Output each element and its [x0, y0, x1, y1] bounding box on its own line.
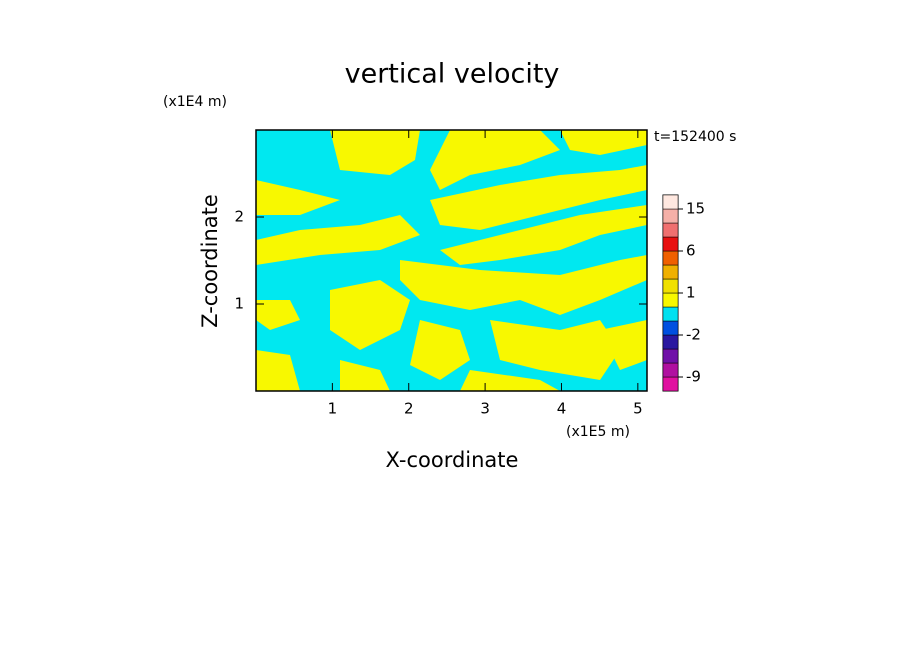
plot-frame [255, 129, 648, 392]
colorbar-tick-label: 1 [686, 284, 696, 302]
colorbar-segment [662, 222, 679, 238]
colorbar-segment [662, 362, 679, 378]
colorbar-tick-label: -2 [686, 326, 701, 344]
colorbar-segment [662, 306, 679, 322]
colorbar-tick-label: -9 [686, 368, 701, 386]
y-tick-label: 2 [234, 208, 244, 226]
colorbar-segment [662, 376, 679, 392]
x-tick-label: 1 [328, 400, 338, 418]
x-tick-label: 4 [557, 400, 567, 418]
y-tick-label: 1 [234, 295, 244, 313]
colorbar-segment [662, 348, 679, 364]
colorbar-tick-label: 15 [686, 200, 705, 218]
colorbar-segment [662, 194, 679, 210]
chart-title: vertical velocity [345, 59, 560, 90]
colorbar-segment [662, 264, 679, 280]
y-unit: (x1E4 m) [163, 94, 227, 110]
x-unit: (x1E5 m) [566, 424, 630, 440]
colorbar-tick-label: 6 [686, 242, 696, 260]
colorbar-segment [662, 250, 679, 266]
colorbar-segment [662, 292, 679, 308]
x-tick-label: 3 [480, 400, 490, 418]
x-tick-label: 5 [633, 400, 643, 418]
y-axis-title: Z-coordinate [198, 194, 222, 328]
x-tick-label: 2 [404, 400, 414, 418]
colorbar-segment [662, 278, 679, 294]
colorbar-segment [662, 208, 679, 224]
x-axis-title: X-coordinate [386, 448, 519, 472]
colorbar-segment [662, 334, 679, 350]
colorbar-segment [662, 236, 679, 252]
colorbar-segment [662, 320, 679, 336]
contour-field [256, 130, 647, 391]
time-label: t=152400 s [654, 129, 736, 145]
